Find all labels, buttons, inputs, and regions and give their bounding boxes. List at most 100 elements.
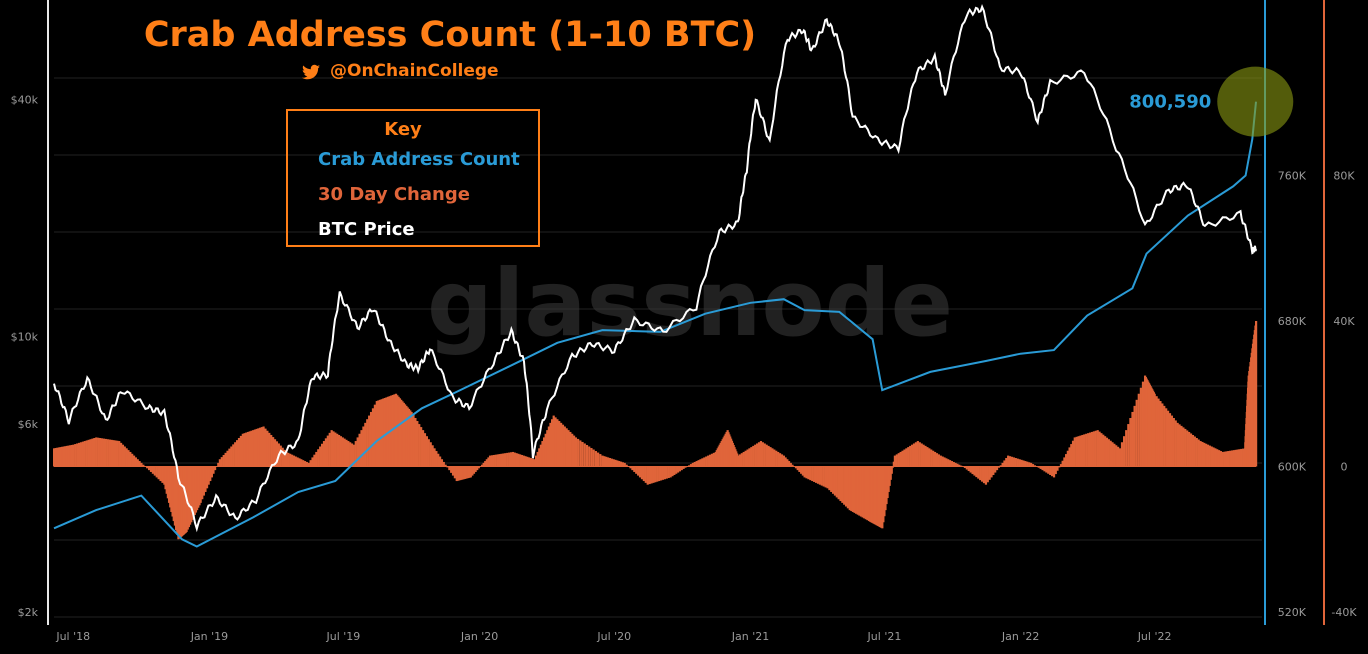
watermark: glassnode (427, 250, 953, 357)
price-tick-label: $2k (18, 606, 39, 619)
change-bar (477, 466, 480, 469)
change-bar (1010, 456, 1014, 467)
change-bar (176, 466, 179, 535)
change-bar (257, 428, 260, 467)
legend: Key Crab Address Count 30 Day Change BTC… (286, 109, 540, 247)
change-bar (356, 437, 359, 467)
change-bar (542, 437, 546, 467)
change-bar (102, 438, 106, 467)
change-bar (106, 439, 109, 467)
change-bar (897, 453, 900, 467)
change-bar (186, 466, 189, 530)
change-bar (675, 466, 678, 474)
change-bar (397, 396, 400, 467)
change-bar (811, 466, 814, 482)
change-bar (642, 466, 645, 482)
gridlines (54, 77, 1262, 618)
change-bar (74, 444, 77, 467)
change-bar (707, 455, 710, 467)
change-bar (380, 399, 383, 467)
chart-title: Crab Address Count (1-10 BTC) (144, 15, 756, 55)
change-bar (654, 466, 657, 483)
change-bar (556, 419, 559, 467)
change-bar (952, 461, 955, 467)
change-bar (599, 454, 602, 467)
change-bar (132, 455, 136, 467)
change-bar (571, 433, 574, 467)
change-bar (800, 466, 803, 474)
change-bar (697, 460, 700, 467)
change-bar (1090, 431, 1094, 467)
change-bar (673, 466, 676, 475)
change-bar (1182, 427, 1185, 467)
change-bar (699, 459, 702, 467)
change-bar (262, 426, 265, 467)
change-bar (708, 454, 712, 467)
change-bar (780, 454, 784, 467)
change-bar (401, 401, 404, 467)
change-bar (300, 459, 303, 467)
change-bar (850, 466, 853, 512)
change-bar (264, 428, 267, 467)
change-bar (358, 433, 361, 467)
change-bar (676, 466, 680, 473)
change-bar (680, 466, 683, 471)
change-bar (246, 431, 250, 467)
change-bar (637, 466, 640, 476)
x-tick-label: Jul '19 (325, 630, 360, 643)
change-bar (412, 414, 415, 467)
change-bar (656, 466, 659, 482)
change-bar (588, 446, 591, 467)
change-bar (1043, 466, 1046, 472)
change-bar (402, 402, 405, 467)
change-bar (134, 457, 137, 467)
change-bar (326, 435, 329, 467)
change-bar (550, 419, 554, 467)
change-bar (394, 393, 398, 467)
change-bar (1240, 448, 1243, 467)
change-bar (210, 466, 213, 478)
change-bar (303, 461, 307, 467)
source-handle: @OnChainCollege (301, 61, 499, 81)
change-bar (77, 442, 81, 467)
change-bar (907, 447, 910, 467)
change-bar (455, 466, 458, 482)
change-bar (1174, 420, 1177, 467)
change-bar (217, 462, 220, 467)
legend-item-30-day-change: 30 Day Change (318, 184, 470, 205)
change-bar (625, 464, 628, 467)
change-bar (125, 448, 128, 467)
change-bar (891, 466, 894, 468)
change-bar (371, 408, 375, 467)
change-bar (442, 461, 445, 467)
change-bar (986, 466, 989, 483)
change-bar (1191, 434, 1195, 467)
change-bar (368, 415, 371, 467)
change-bar (1238, 449, 1241, 467)
change-bar (1176, 422, 1179, 467)
change-bar (1195, 438, 1198, 467)
change-bar (72, 444, 75, 467)
change-bar (187, 466, 191, 528)
change-bar (190, 466, 193, 523)
change-bar (250, 430, 253, 467)
change-bar (877, 466, 881, 527)
change-bar (61, 446, 64, 467)
change-bar (309, 460, 312, 467)
change-bar (1033, 465, 1037, 467)
change-bar (62, 446, 65, 467)
change-bar (549, 422, 552, 467)
change-bar (644, 466, 647, 483)
change-bar (131, 453, 134, 467)
change-bar (926, 447, 929, 467)
change-bar (420, 427, 423, 467)
change-bar (513, 452, 516, 467)
change-bar (460, 466, 463, 480)
change-bar (594, 451, 597, 467)
change-bar (99, 438, 102, 467)
change-bar (400, 399, 403, 467)
change-bar (425, 436, 428, 467)
change-bar (1137, 393, 1140, 467)
change-bar (506, 452, 509, 467)
change-bar (856, 466, 859, 515)
